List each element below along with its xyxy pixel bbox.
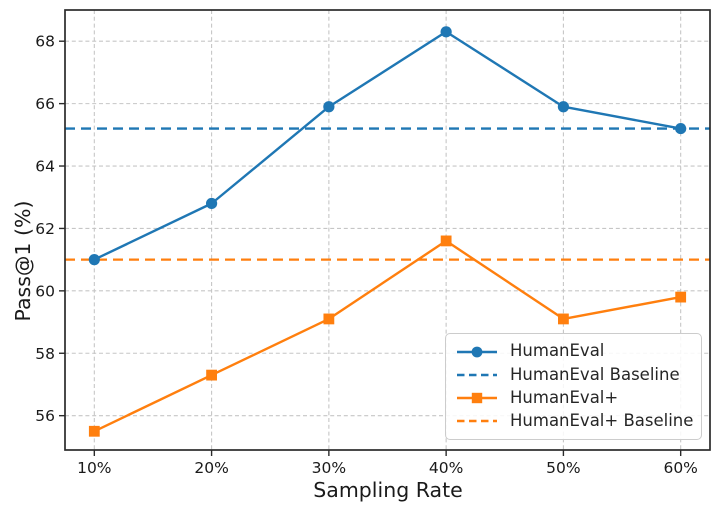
legend-label: HumanEval+	[510, 387, 619, 407]
data-point-circle	[323, 101, 335, 113]
legend-item: HumanEval Baseline	[456, 363, 691, 386]
x-tick-label: 30%	[312, 459, 346, 477]
legend-item: HumanEval+	[456, 387, 691, 410]
y-tick-label: 68	[35, 33, 55, 51]
data-point-square	[675, 291, 687, 303]
data-series	[65, 26, 710, 437]
x-tick-label: 60%	[663, 459, 697, 477]
y-tick-label: 62	[35, 220, 55, 238]
data-point-square	[558, 313, 569, 325]
y-tick-label: 66	[35, 95, 55, 113]
legend-label: HumanEval Baseline	[510, 364, 680, 384]
x-tick-labels: 10% 20% 30% 40% 50% 60%	[77, 459, 698, 477]
legend: HumanEval HumanEval Baseline HumanEval+ Hum…	[445, 333, 702, 440]
series-line-humaneval	[93, 30, 681, 261]
data-point-square	[88, 425, 100, 437]
plot-border	[64, 9, 711, 451]
y-axis-label: Pass@1 (%)	[11, 201, 35, 322]
data-point-circle	[675, 122, 687, 135]
legend-item: HumanEval	[456, 340, 691, 363]
data-point-square	[206, 369, 217, 381]
legend-label: HumanEval+ Baseline	[510, 411, 694, 431]
x-tick-label: 10%	[77, 459, 111, 477]
legend-item: HumanEval+ Baseline	[456, 410, 694, 433]
data-point-circle	[205, 197, 218, 210]
legend-line-marker-swatch	[457, 346, 497, 358]
y-tick-label: 60	[35, 282, 55, 300]
y-tick-label: 64	[35, 158, 55, 176]
x-tick-label: 50%	[546, 459, 580, 477]
x-axis-label: Sampling Rate	[313, 478, 462, 502]
x-tick-label: 40%	[429, 459, 463, 477]
axes-spines-and-ticks	[59, 9, 711, 456]
data-point-circle	[440, 26, 452, 38]
legend-line-marker-swatch	[457, 392, 497, 404]
data-point-circle	[88, 254, 100, 266]
y-tick-labels: 56 58 60 62 64 66 68	[35, 33, 55, 425]
legend-label: HumanEval	[510, 341, 605, 361]
series-line-humaneval-	[93, 239, 681, 433]
legend-dashed-line-swatch	[457, 373, 497, 377]
y-tick-label: 58	[35, 345, 55, 363]
data-point-square	[440, 235, 452, 247]
x-tick-label: 20%	[194, 459, 228, 477]
y-tick-label: 56	[35, 407, 55, 425]
data-point-circle	[557, 101, 570, 113]
data-point-square	[323, 313, 335, 325]
legend-dashed-line-swatch	[457, 420, 497, 423]
